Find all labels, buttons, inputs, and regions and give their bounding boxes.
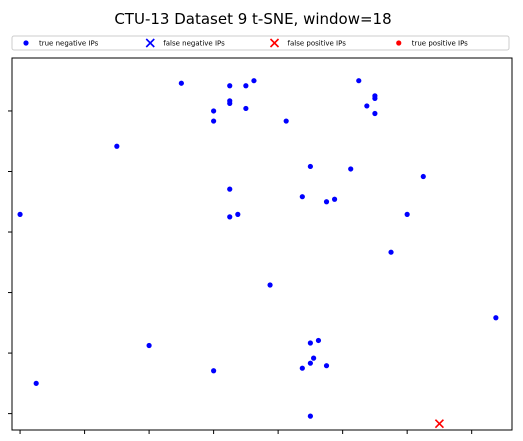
data-point-0-10 [243,105,249,112]
data-point-0-29 [323,363,330,369]
legend-marker-2 [269,38,280,48]
data-point-0-36 [388,249,394,255]
data-point-0-35 [372,93,378,99]
data-point-0-32 [364,103,370,109]
data-point-0-11 [243,83,249,89]
data-point-0-25 [299,365,305,371]
data-point-0-31 [356,78,362,84]
legend: true negative IPs false negative IPs false… [11,35,510,51]
data-point-0-28 [331,196,338,202]
axes-frame [11,57,513,431]
data-point-0-21 [307,340,313,346]
legend-label-1: false negative IPs [163,40,225,48]
data-point-0-37 [404,211,410,217]
data-point-0-9 [227,83,233,89]
data-point-0-17 [267,282,273,288]
data-point-0-39 [493,315,499,321]
legend-label-0: true negative IPs [39,40,99,48]
data-point-0-24 [311,355,317,361]
data-point-0-5 [211,368,217,374]
data-point-0-19 [307,163,313,170]
data-point-0-22 [315,337,322,344]
data-point-0-1 [33,380,39,386]
data-point-0-33 [372,110,378,117]
legend-marker-0 [23,40,29,46]
data-point-0-13 [227,214,233,220]
data-point-2-0 [434,419,444,429]
data-point-0-26 [307,413,313,419]
data-point-0-8 [227,98,233,104]
data-point-0-18 [283,118,289,124]
data-point-0-30 [348,166,354,172]
legend-label-3: true positive IPs [412,40,468,48]
data-point-0-23 [307,360,313,366]
chart-title: CTU-13 Dataset 9 t-SNE, window=18 [114,10,391,28]
data-point-0-20 [299,194,305,200]
data-point-0-38 [420,173,426,180]
data-point-0-27 [323,199,330,205]
data-point-0-3 [146,342,152,349]
data-point-0-4 [178,80,184,86]
data-point-0-14 [227,186,233,192]
data-point-0-2 [114,143,120,149]
legend-box [11,35,510,51]
legend-label-2: false positive IPs [288,40,347,48]
series-0 [17,78,499,419]
plot-area [8,57,513,434]
data-point-0-16 [251,78,257,84]
series-2 [434,419,444,429]
legend-marker-1 [145,38,155,48]
data-point-0-12 [211,118,217,124]
data-point-0-0 [17,211,23,217]
data-point-0-15 [235,211,241,217]
data-point-0-6 [211,108,217,114]
legend-marker-3 [396,40,402,46]
